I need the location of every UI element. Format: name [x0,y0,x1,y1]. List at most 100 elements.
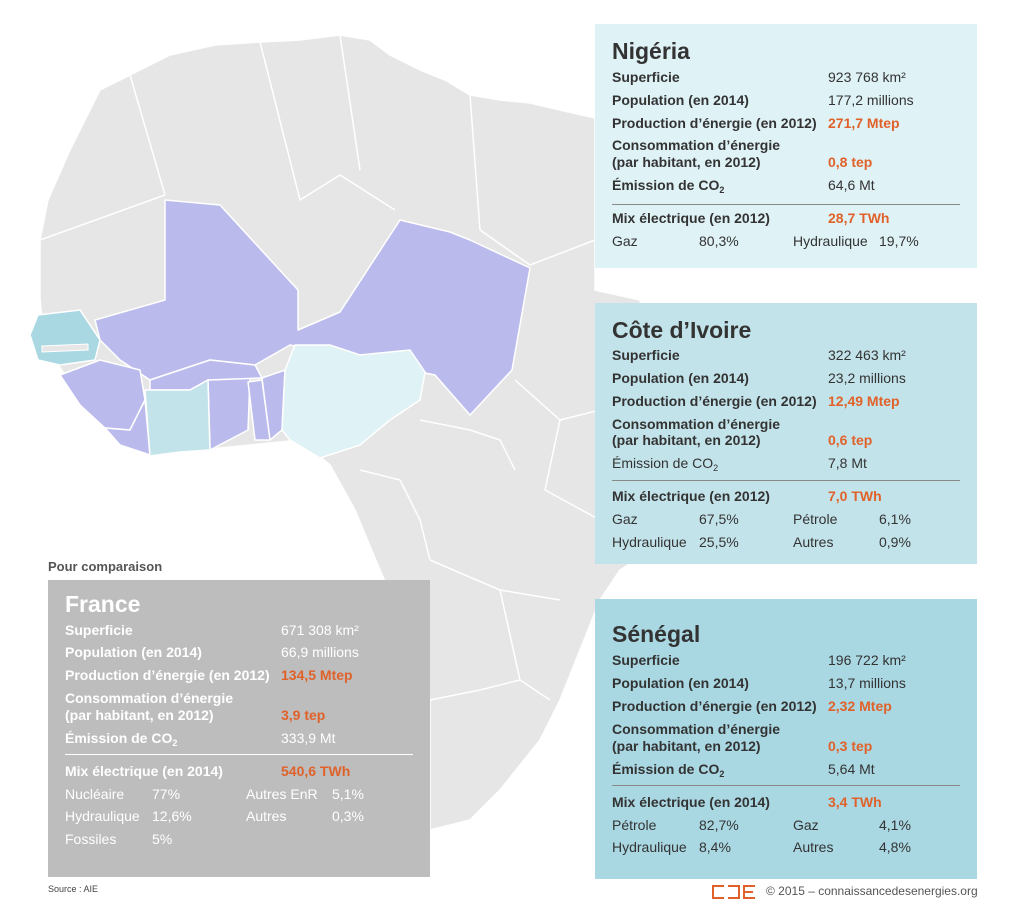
mix-item-value: 0,3% [332,808,364,824]
mix-item-value: 6,1% [879,511,911,527]
france-population-row: Population (en 2014) 66,9 millions [65,644,413,664]
cote-conso-row-1: Consommation d’énergie [612,416,960,436]
mix-total: 540,6 TWh [281,763,351,779]
cote-conso-row-2: (par habitant, en 2012) 0,6 tep [612,432,960,452]
superficie-label: Superficie [612,347,680,363]
separator [612,785,960,786]
senegal-production-row: Production d’énergie (en 2012) 2,32 Mtep [612,698,960,718]
mix-item-value: 80,3% [699,233,739,249]
france-conso-row-2: (par habitant, en 2012) 3,9 tep [65,707,413,727]
mix-item-name: Pétrole [793,511,838,527]
production-value: 2,32 Mtep [828,698,892,714]
mix-item-name: Fossiles [65,831,117,847]
mix-label: Mix électrique (en 2014) [65,763,223,779]
conso-value: 0,8 tep [828,154,873,170]
mix-total: 28,7 TWh [828,210,890,226]
mix-label: Mix électrique (en 2014) [612,794,770,810]
map-region-cote-divoire [144,378,211,457]
conso-label-1: Consommation d’énergie [612,137,781,153]
senegal-emission-row: Émission de CO2 5,64 Mt [612,761,960,781]
nigeria-superficie-row: Superficie 923 768 km² [612,69,960,89]
population-label: Population (en 2014) [612,675,749,691]
mix-item-name: Hydraulique [612,534,687,550]
emission-label: Émission de CO2 [65,730,178,748]
conso-value: 0,3 tep [828,738,873,754]
separator [612,204,960,205]
cde-logo [712,885,755,899]
nigeria-conso-row-2: (par habitant, en 2012) 0,8 tep [612,154,960,174]
cote-divoire-card: Côte d’Ivoire Superficie 322 463 km² Pop… [595,303,977,564]
mix-label: Mix électrique (en 2012) [612,488,770,504]
france-mix-row: Mix électrique (en 2014) 540,6 TWh [65,763,413,783]
conso-label-1: Consommation d’énergie [612,721,781,737]
conso-label-1: Consommation d’énergie [612,416,781,432]
population-value: 177,2 millions [828,92,914,108]
conso-label-2: (par habitant, en 2012) [612,432,761,448]
map-region-togo-benin [247,369,286,441]
emission-value: 7,8 Mt [828,455,867,471]
production-label: Production d’énergie (en 2012) [65,667,270,683]
conso-label-1: Consommation d’énergie [65,690,234,706]
mix-item-name: Gaz [793,817,819,833]
population-label: Population (en 2014) [612,92,749,108]
superficie-label: Superficie [65,622,133,638]
mix-item-value: 5,1% [332,786,364,802]
nigeria-title: Nigéria [612,38,690,64]
mix-item-value: 67,5% [699,511,739,527]
senegal-mix-row: Mix électrique (en 2014) 3,4 TWh [612,794,960,814]
superficie-label: Superficie [612,652,680,668]
superficie-value: 923 768 km² [828,69,906,85]
population-value: 23,2 millions [828,370,906,386]
superficie-value: 196 722 km² [828,652,906,668]
mix-item-name: Hydraulique [793,233,868,249]
france-emission-row: Émission de CO2 333,9 Mt [65,730,413,750]
mix-item-value: 82,7% [699,817,739,833]
emission-label: Émission de CO2 [612,761,725,779]
production-value: 12,49 Mtep [828,393,900,409]
mix-item-name: Autres EnR [246,786,318,802]
france-superficie-row: Superficie 671 308 km² [65,622,413,642]
france-conso-row-1: Consommation d’énergie [65,690,413,710]
senegal-superficie-row: Superficie 196 722 km² [612,652,960,672]
nigeria-mix-row: Mix électrique (en 2012) 28,7 TWh [612,210,960,230]
senegal-conso-row-1: Consommation d’énergie [612,721,960,741]
mix-item-name: Pétrole [612,817,657,833]
mix-item-name: Autres [793,534,834,550]
mix-item-name: Nucléaire [65,786,125,802]
nigeria-population-row: Population (en 2014) 177,2 millions [612,92,960,112]
mix-item-value: 77% [152,786,181,802]
nigeria-card: Nigéria Superficie 923 768 km² Populatio… [595,24,977,268]
conso-value: 3,9 tep [281,707,326,723]
population-label: Population (en 2014) [612,370,749,386]
conso-label-2: (par habitant, en 2012) [65,707,214,723]
mix-label: Mix électrique (en 2012) [612,210,770,226]
population-label: Population (en 2014) [65,644,202,660]
map-region-guinea [59,359,146,431]
conso-value: 0,6 tep [828,432,873,448]
mix-total: 7,0 TWh [828,488,882,504]
map-region-mali-niger [94,199,531,416]
population-value: 66,9 millions [281,644,359,660]
population-value: 13,7 millions [828,675,906,691]
mix-item-value: 8,4% [699,839,731,855]
comparison-caption: Pour comparaison [48,559,163,574]
france-title: France [65,591,141,617]
production-label: Production d’énergie (en 2012) [612,115,817,131]
mix-item-value: 4,8% [879,839,911,855]
separator [612,480,960,481]
copyright-text: © 2015 – connaissancedesenergies.org [766,884,978,898]
mix-item-value: 0,9% [879,534,911,550]
nigeria-emission-row: Émission de CO2 64,6 Mt [612,177,960,197]
mix-item-name: Hydraulique [65,808,140,824]
mix-item-value: 25,5% [699,534,739,550]
mix-item-name: Gaz [612,233,638,249]
emission-label: Émission de CO2 [612,455,719,473]
superficie-value: 671 308 km² [281,622,359,638]
source-note: Source : AIE [48,884,99,894]
cote-production-row: Production d’énergie (en 2012) 12,49 Mte… [612,393,960,413]
cote-population-row: Population (en 2014) 23,2 millions [612,370,960,390]
cote-emission-row: Émission de CO2 7,8 Mt [612,455,960,475]
emission-value: 333,9 Mt [281,730,336,746]
map-region-gambia [41,343,89,353]
